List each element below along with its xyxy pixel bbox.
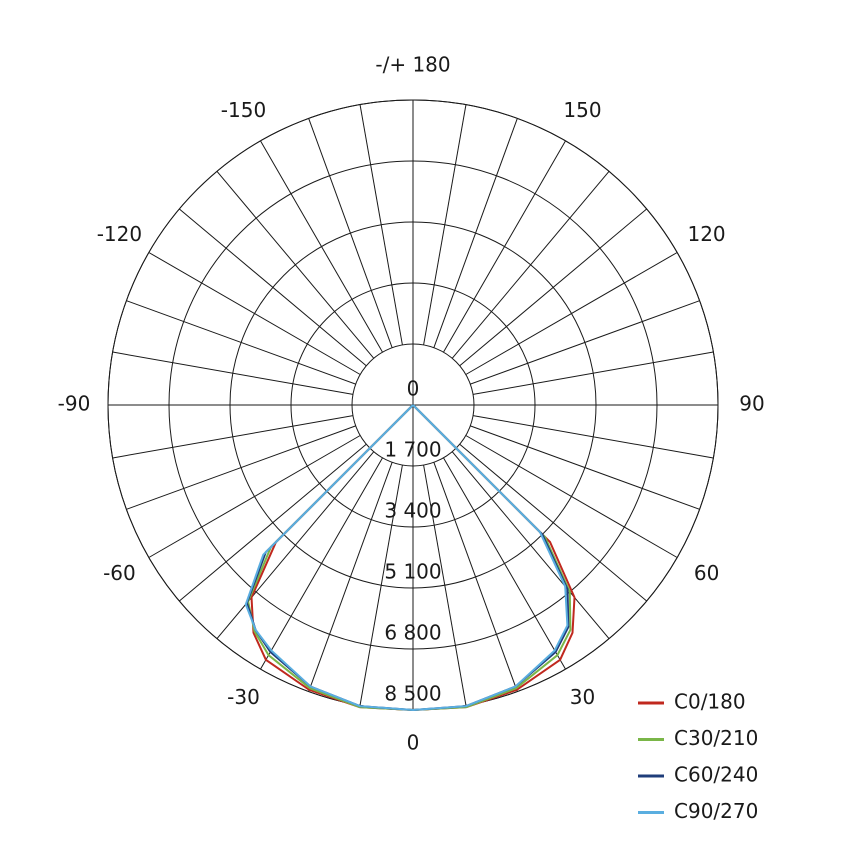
r-tick-label: 0 [407, 377, 420, 401]
spoke [470, 300, 700, 385]
legend-label: C60/240 [674, 763, 758, 787]
r-tick-label: 3 400 [384, 499, 441, 523]
spoke [359, 104, 403, 346]
angle-tick-label: 0 [407, 731, 420, 755]
spoke [216, 171, 375, 359]
spoke [260, 140, 383, 353]
spoke [459, 443, 647, 602]
spoke [308, 462, 393, 692]
spoke [112, 415, 354, 459]
series-line [244, 404, 569, 712]
spoke [472, 415, 714, 459]
legend-label: C30/210 [674, 726, 758, 750]
legend-label: C90/270 [674, 799, 758, 823]
spoke [216, 451, 375, 639]
spoke [451, 451, 610, 639]
spoke [459, 208, 647, 367]
legend-label: C0/180 [674, 690, 746, 714]
spoke [179, 443, 367, 602]
spoke [260, 457, 383, 670]
spoke [126, 425, 356, 510]
angle-tick-label: -150 [221, 98, 266, 122]
spoke [470, 425, 700, 510]
spoke [179, 208, 367, 367]
spoke [112, 351, 354, 395]
spoke [308, 118, 393, 348]
r-tick-label: 1 700 [384, 438, 441, 462]
spoke [433, 462, 518, 692]
angle-tick-label: 90 [739, 392, 764, 416]
spoke [423, 464, 467, 706]
spoke [443, 457, 566, 670]
spoke [465, 435, 678, 558]
spoke [465, 252, 678, 375]
spoke [433, 118, 518, 348]
spoke [359, 464, 403, 706]
angle-tick-label: -/+ 180 [375, 53, 450, 77]
spoke [148, 252, 361, 375]
spoke [451, 171, 610, 359]
spoke [126, 300, 356, 385]
angle-tick-label: 120 [687, 222, 725, 246]
spoke [443, 140, 566, 353]
spoke [472, 351, 714, 395]
spoke [148, 435, 361, 558]
angle-tick-label: -30 [227, 685, 260, 709]
r-tick-label: 5 100 [384, 560, 441, 584]
angle-tick-label: -90 [58, 392, 91, 416]
angle-tick-label: -60 [103, 561, 136, 585]
angle-tick-label: -120 [97, 222, 142, 246]
r-tick-label: 8 500 [384, 682, 441, 706]
angle-tick-label: 30 [570, 685, 595, 709]
angle-tick-label: 150 [563, 98, 601, 122]
spoke [423, 104, 467, 346]
r-tick-label: 6 800 [384, 621, 441, 645]
angle-tick-label: 60 [694, 561, 719, 585]
